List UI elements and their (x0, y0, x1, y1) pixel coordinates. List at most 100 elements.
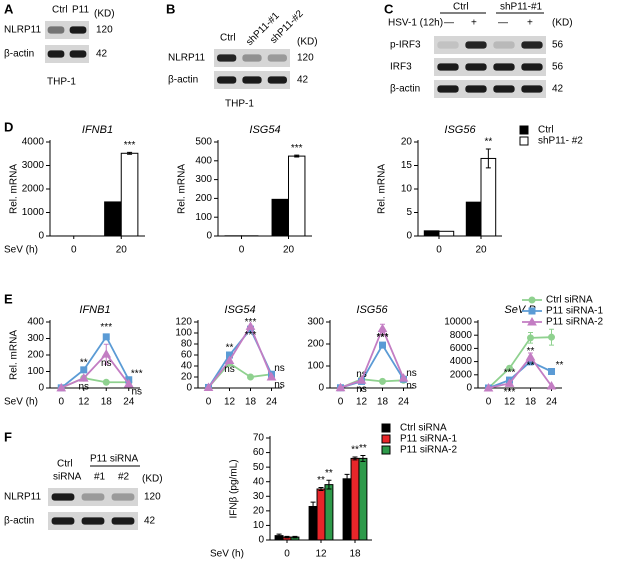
x-tick-label: 24 (546, 397, 558, 408)
lane-label: P11 (72, 5, 89, 16)
y-tick-label: 400 (195, 155, 212, 166)
band (111, 493, 135, 501)
error-bar (344, 473, 350, 484)
x-tick-label: 24 (123, 397, 135, 408)
y-tick-label: 300 (27, 333, 44, 344)
y-tick-label: 10000 (444, 317, 472, 328)
error-bar (276, 533, 282, 538)
kd: 42 (144, 516, 156, 527)
bar (350, 457, 360, 541)
annotation: ns (101, 358, 112, 369)
point (548, 368, 555, 375)
y-tick-label: 2000 (22, 184, 45, 195)
line (488, 360, 552, 389)
x-tick-label: 12 (78, 397, 90, 408)
y-axis-label: Rel. mRNA (9, 164, 20, 214)
band (437, 85, 459, 93)
band (437, 63, 459, 71)
x-axis-label: SeV (h) (210, 549, 244, 560)
error-bar (294, 154, 300, 158)
y-tick-label: 60 (253, 447, 265, 458)
legend-swatch (381, 445, 391, 455)
point (525, 351, 536, 361)
panel-letter: E (4, 291, 13, 306)
y-tick-label: 20 (401, 137, 413, 148)
y-tick-label: 20 (181, 372, 193, 383)
sign: — (498, 18, 508, 29)
chart-title: ISG54 (249, 124, 280, 136)
band (465, 63, 487, 71)
error-bar (318, 487, 324, 491)
blot-strip (45, 21, 89, 39)
annotation: ** (527, 346, 535, 357)
x-tick-label: 12 (356, 397, 368, 408)
line (60, 352, 130, 389)
point (379, 377, 386, 385)
row-label: β-actin (4, 516, 34, 527)
x-tick-label: 24 (266, 397, 278, 408)
legend-label: P11 siRNA-1 (400, 434, 457, 445)
y-tick-label: 500 (195, 137, 212, 148)
y-tick-label: 0 (206, 231, 212, 242)
point (379, 341, 386, 349)
annotation: ** (351, 445, 359, 456)
cell-line: THP-1 (47, 77, 76, 88)
band (51, 493, 75, 501)
x-tick-label: 20 (283, 245, 295, 256)
group-label: shP11-#1 (500, 2, 543, 13)
treatment: HSV-1 (12h) (388, 18, 443, 29)
bar (120, 152, 139, 237)
y-tick-label: 100 (307, 361, 324, 372)
band (267, 76, 287, 84)
annotation: *** (291, 143, 303, 154)
point (398, 373, 409, 382)
sign: + (527, 18, 533, 29)
x-tick-label: 0 (58, 397, 64, 408)
y-tick-label: 30 (253, 491, 265, 502)
y-tick-label: 0 (318, 383, 324, 394)
band (437, 41, 459, 49)
point (356, 375, 367, 384)
error-bar (284, 535, 290, 539)
band (465, 41, 487, 49)
y-tick-label: 70 (253, 433, 265, 444)
annotation: *** (100, 322, 112, 333)
y-tick-label: 80 (181, 339, 193, 350)
band (51, 517, 75, 525)
row-label: IRF3 (390, 62, 412, 73)
annotation: ** (359, 443, 367, 454)
y-tick-label: 4000 (450, 356, 473, 367)
point (548, 333, 555, 341)
kd: 42 (96, 49, 108, 60)
annotation: *** (377, 333, 389, 344)
row-label: β-actin (168, 75, 198, 86)
annotation: *** (124, 140, 136, 151)
bar (104, 201, 122, 237)
y-tick-label: 10 (401, 184, 413, 195)
annotation: ** (527, 361, 535, 372)
annotation: ** (325, 468, 333, 479)
line (207, 327, 273, 388)
legend-label: P11 siRNA-1 (546, 306, 603, 317)
x-tick-label: 18 (245, 397, 257, 408)
y-tick-label: 60 (181, 350, 193, 361)
chart-title: SeV P (504, 304, 536, 316)
x-tick-label: 20 (116, 245, 128, 256)
band (69, 26, 87, 34)
kd: 42 (552, 84, 564, 95)
x-tick-label: 12 (224, 397, 236, 408)
legend-label: P11 siRNA-2 (400, 445, 457, 456)
lane-label: #2 (118, 472, 130, 483)
point (78, 373, 89, 382)
bar (288, 155, 306, 237)
band (47, 26, 65, 34)
annotation: ns (78, 382, 89, 393)
lane-label: Ctrl (52, 5, 68, 16)
band (111, 517, 135, 525)
x-tick-label: 0 (71, 245, 77, 256)
lane-label: #1 (94, 472, 106, 483)
x-tick-label: 20 (475, 245, 487, 256)
line (207, 324, 273, 389)
x-axis-label: SeV (h) (4, 397, 38, 408)
y-tick-label: 50 (253, 462, 265, 473)
